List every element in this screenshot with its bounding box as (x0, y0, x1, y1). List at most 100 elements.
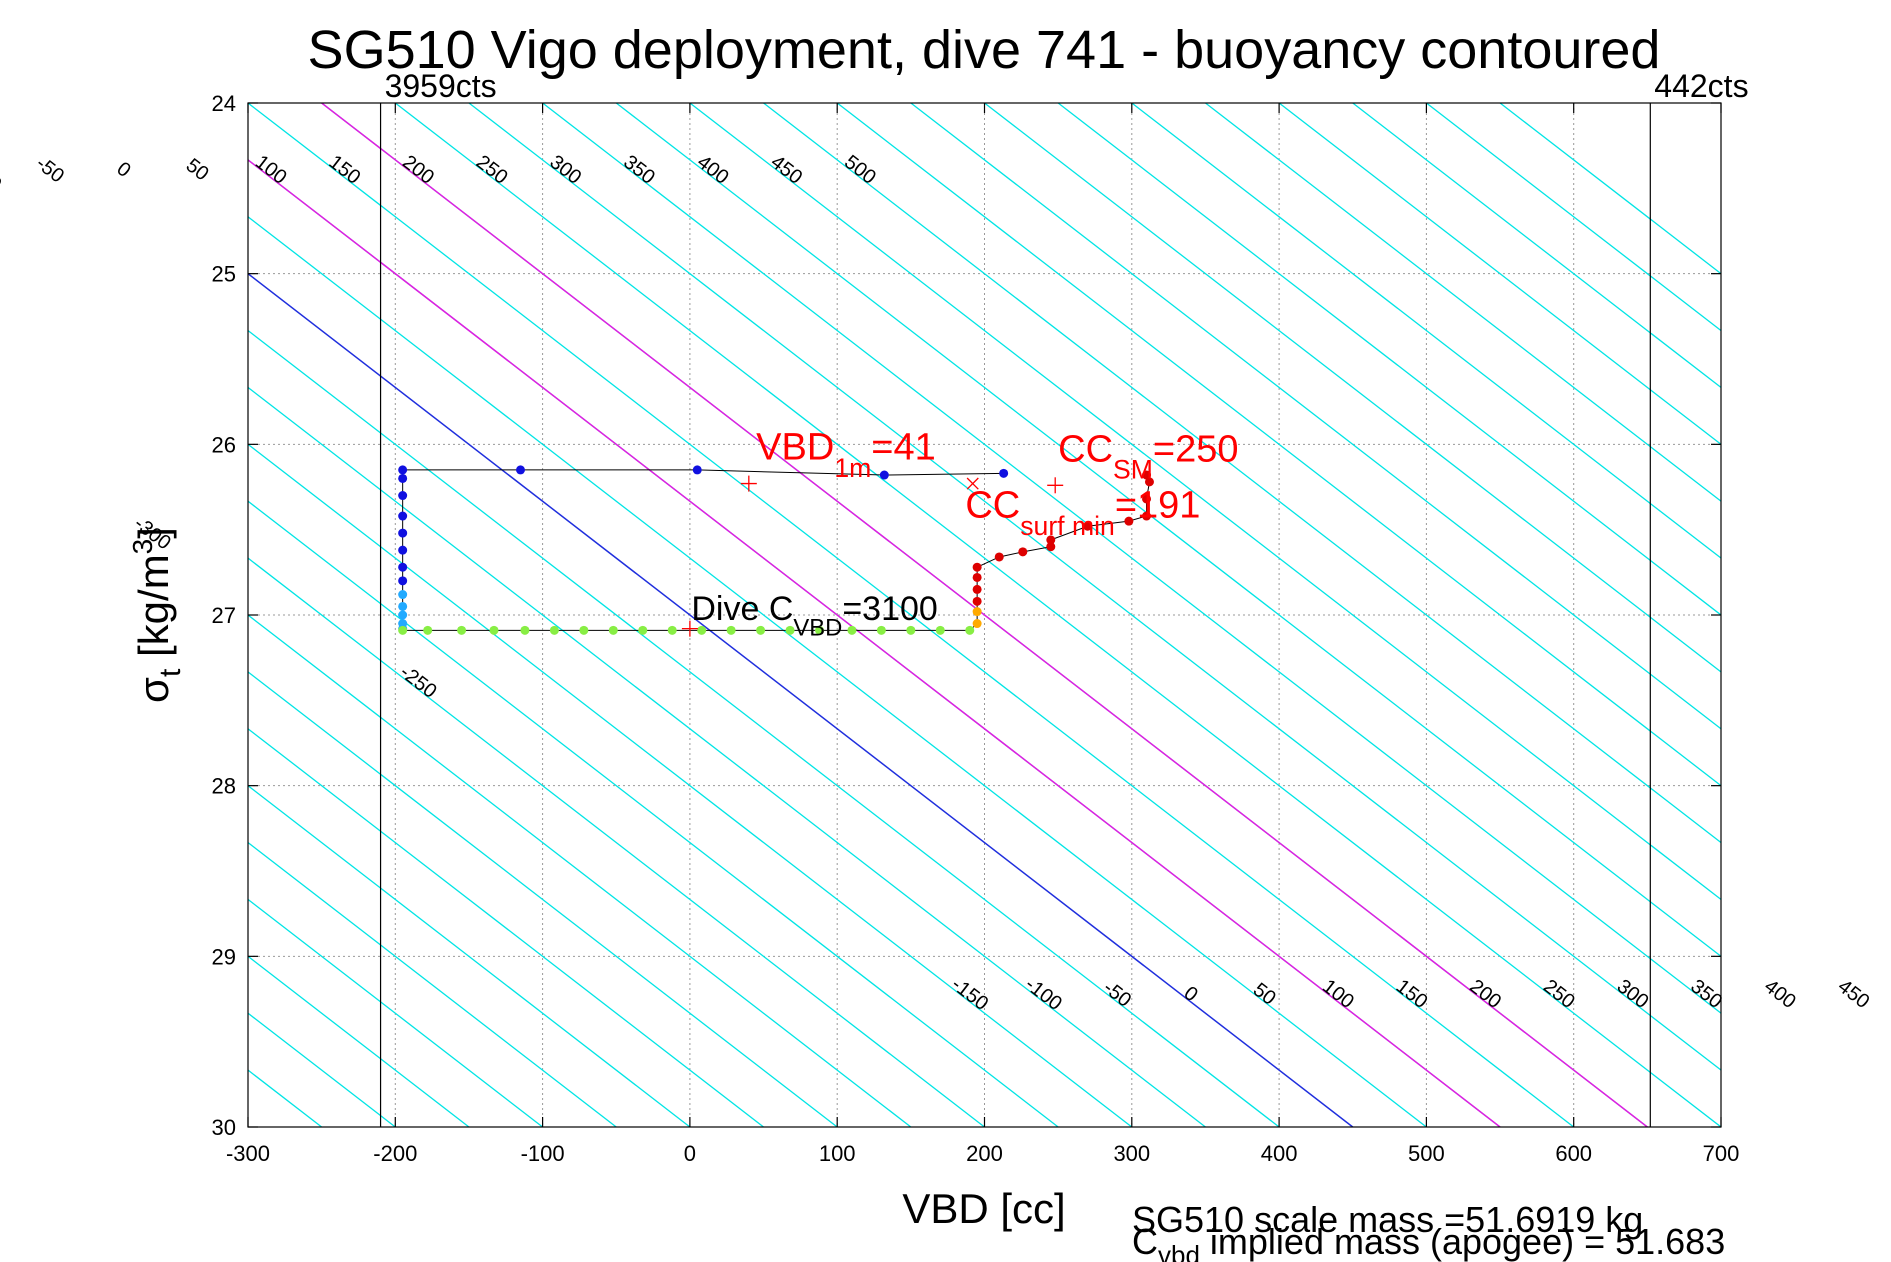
data-point (398, 528, 408, 538)
data-point (935, 625, 945, 635)
contour-cyan (248, 727, 764, 1127)
data-point (398, 473, 408, 483)
contour-cyan (248, 329, 1280, 1127)
contour-cyan (836, 103, 1721, 787)
data-point (999, 468, 1009, 478)
contour-cyan (248, 103, 1575, 1127)
series-red-surface (972, 470, 1154, 629)
data-point (994, 552, 1004, 562)
contour-magenta (321, 103, 1648, 1127)
x-tick-label: 400 (1261, 1141, 1298, 1166)
annotation-sub: 1m (834, 453, 871, 483)
contour-cyan (542, 103, 1721, 1015)
footer-implied-mass-after: implied mass (apogee) = 51.683 (1200, 1221, 1725, 1262)
data-point (1083, 521, 1093, 531)
data-point (1046, 542, 1056, 552)
annotation-after: =250 (1153, 428, 1239, 470)
y-tick-label: 29 (212, 944, 236, 969)
data-point (489, 625, 499, 635)
contour-cyan (248, 443, 1133, 1127)
plus-marker (681, 620, 698, 637)
axis-ticks: -300 -200 -100 0 100 200 300 400 500 600 700 24 25 26… (212, 91, 1740, 1166)
x-axis-label: VBD [cc] (902, 1185, 1065, 1232)
annotation-after: =191 (1115, 485, 1201, 527)
data-point (906, 625, 916, 635)
x-tick-label: 500 (1408, 1141, 1445, 1166)
contour-cyan (1205, 103, 1721, 503)
annotation-1: CCSM=250 (1058, 428, 1238, 484)
data-point (398, 601, 408, 611)
contour-cyan (1426, 103, 1721, 332)
chart-title: SG510 Vigo deployment, dive 741 - buoyan… (308, 20, 1661, 80)
x-tick-label: 0 (684, 1141, 696, 1166)
y-tick-label: 25 (212, 262, 236, 287)
footer-implied-mass-sub: vbd (1158, 1240, 1200, 1262)
data-point (398, 576, 408, 586)
y-tick-label: 24 (212, 91, 236, 116)
y-axis-label-close: ] (130, 527, 177, 539)
data-point (876, 625, 886, 635)
data-point (815, 625, 825, 635)
data-point (847, 625, 857, 635)
contour-cyan (248, 215, 1427, 1127)
data-point (520, 625, 530, 635)
vbd-limit-label: 3959cts (385, 68, 497, 104)
contour-cyan (763, 103, 1721, 844)
dive-series (398, 465, 1154, 635)
y-tick-label: 26 (212, 432, 236, 457)
data-point (398, 625, 408, 635)
contour-cyan (1278, 103, 1721, 446)
contour-cyan (248, 386, 1206, 1127)
data-point (1142, 511, 1152, 521)
y-axis-label: σt [kg/m3] (127, 527, 187, 703)
data-point (879, 470, 889, 480)
annotation-0: VBD1m=41 (756, 427, 936, 483)
data-point (972, 596, 982, 606)
data-point (549, 625, 559, 635)
contour-cyan (1352, 103, 1721, 389)
contour-cyan (910, 103, 1721, 730)
data-point (1018, 547, 1028, 557)
data-point (785, 625, 795, 635)
x-tick-label: -100 (521, 1141, 565, 1166)
contour-magenta (248, 158, 1501, 1127)
data-point (1144, 477, 1154, 487)
data-point (972, 572, 982, 582)
plus-marker (740, 475, 757, 492)
data-point (579, 625, 589, 635)
data-point (398, 465, 408, 475)
annotation-sub: surf min (1020, 511, 1115, 541)
annotation-text: CC (1058, 428, 1113, 470)
contour-zero (248, 272, 1354, 1127)
data-point (516, 465, 526, 475)
contour-cyan (248, 671, 838, 1127)
contour-cyan (248, 898, 543, 1127)
data-point (756, 625, 766, 635)
data-point (667, 625, 677, 635)
annotation-text: CC (965, 485, 1020, 527)
vbd-limit-lines: 3959cts 442cts (379, 68, 1749, 1127)
y-axis-label-unit: [kg/m (130, 554, 177, 668)
data-point (1046, 535, 1056, 545)
data-point (423, 625, 433, 635)
data-point (398, 562, 408, 572)
data-point (972, 562, 982, 572)
x-tick-label: 700 (1703, 1141, 1740, 1166)
data-point (398, 610, 408, 620)
contour-cyan (248, 841, 617, 1127)
y-axis-label-sup: 3 (127, 539, 158, 555)
data-point (608, 625, 618, 635)
x-tick-label: 600 (1555, 1141, 1592, 1166)
data-point (638, 625, 648, 635)
footer-implied-mass-base: C (1132, 1221, 1158, 1262)
contour-cyan (689, 103, 1721, 901)
data-point (972, 619, 982, 629)
annotation-after: =3100 (842, 590, 938, 628)
data-point (457, 625, 467, 635)
vbd-limit-label: 442cts (1654, 68, 1748, 104)
contour-cyan (468, 103, 1721, 1071)
data-point (1142, 470, 1152, 480)
data-point (726, 625, 736, 635)
